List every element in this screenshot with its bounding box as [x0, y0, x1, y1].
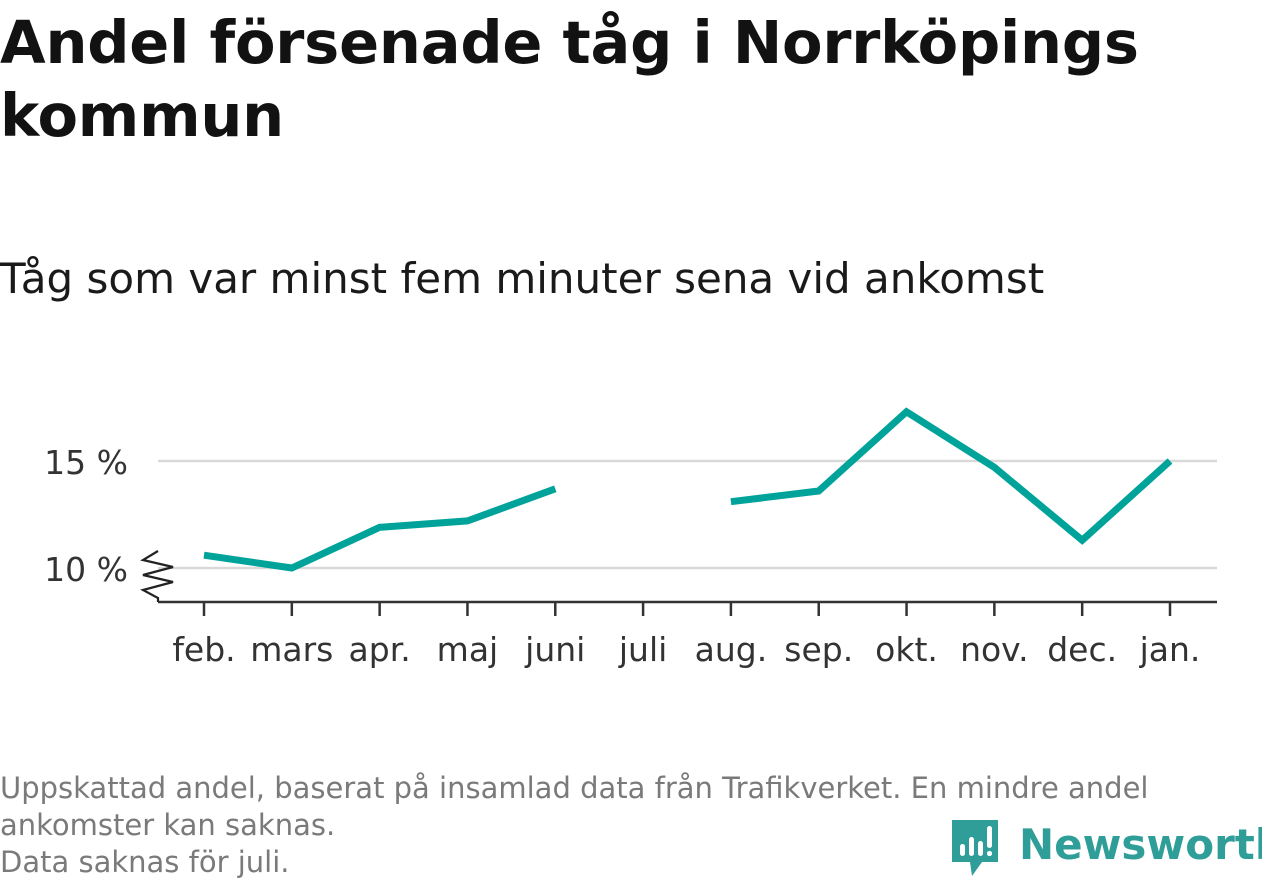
series-line-segment-2	[730, 407, 1173, 545]
x-tick-label: juni	[524, 630, 585, 669]
chart-title: Andel försenade tåg i Norrköpings kommun	[0, 8, 1139, 150]
chart-subtitle: Tåg som var minst fem minuter sena vid a…	[0, 254, 1045, 303]
footnote: Uppskattad andel, baserat på insamlad da…	[0, 770, 1262, 881]
footnote-line-3: Data saknas för juli.	[0, 845, 290, 879]
footnote-line-2: ankomster kan saknas.	[0, 808, 336, 842]
x-tick-label: apr.	[349, 630, 411, 669]
bar-chart-speech-bubble-icon	[952, 820, 998, 876]
footnote-line-1: Uppskattad andel, baserat på insamlad da…	[0, 771, 1149, 805]
x-tick-label: juli	[618, 630, 667, 669]
brand-name: Newsworthy	[1019, 820, 1262, 869]
x-tick-label: sep.	[784, 630, 853, 669]
x-tick-label: feb.	[172, 630, 235, 669]
x-tick-label: okt.	[875, 630, 938, 669]
x-tick-label: maj	[437, 630, 499, 669]
y-tick-label: 10 %	[44, 550, 128, 589]
x-tick-label: dec.	[1047, 630, 1117, 669]
y-tick-label: 15 %	[44, 443, 128, 482]
axis-break-icon	[140, 550, 174, 602]
x-tick-label: jan.	[1139, 630, 1201, 669]
x-tick-label: aug.	[695, 630, 768, 669]
newsworthy-logo: Newsworthy	[950, 818, 1262, 879]
x-tick-label: nov.	[960, 630, 1029, 669]
x-tick-label: mars	[250, 630, 333, 669]
series-line-segment-1	[203, 485, 557, 572]
